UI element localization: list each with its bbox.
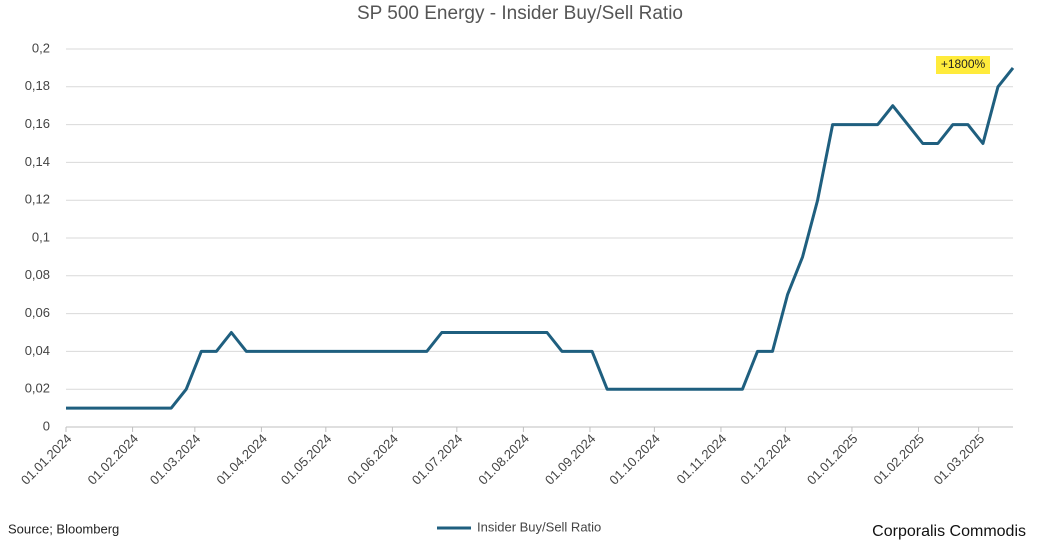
y-tick-label: 0,2: [32, 40, 50, 55]
x-tick-label: 01.01.2024: [18, 431, 75, 488]
x-tick-label: 01.12.2024: [737, 431, 794, 488]
x-tick-label: 01.03.2024: [147, 431, 204, 488]
y-tick-label: 0,02: [25, 381, 50, 396]
x-tick-label: 01.03.2025: [931, 431, 988, 488]
x-tick-label: 01.09.2024: [542, 431, 599, 488]
y-tick-label: 0,12: [25, 192, 50, 207]
y-tick-label: 0,14: [25, 154, 50, 169]
line: [66, 66, 1015, 410]
x-tick-label: 01.02.2025: [870, 431, 927, 488]
y-tick-label: 0: [43, 418, 50, 433]
x-tick-label: 01.08.2024: [475, 431, 532, 488]
chart-title: SP 500 Energy - Insider Buy/Sell Ratio: [357, 3, 683, 24]
legend-label: Insider Buy/Sell Ratio: [477, 519, 601, 534]
source: Source; Bloomberg: [8, 521, 119, 536]
x-tick-label: 01.11.2024: [674, 431, 730, 487]
y-tick-label: 0,08: [25, 267, 50, 282]
brand: Corporalis Commodis: [872, 523, 1026, 540]
x-tick-label: 01.05.2024: [278, 431, 335, 488]
x-tick-label: 01.04.2024: [213, 431, 270, 488]
annotation-box: [936, 56, 990, 74]
x-tick-label: 01.01.2025: [804, 431, 861, 488]
annotation: +1800%: [941, 57, 986, 71]
x-tick-label: 01.07.2024: [409, 431, 466, 488]
y-tick-label: 0,1: [32, 229, 50, 244]
y-tick-label: 0,06: [25, 305, 50, 320]
x-tick-label: 01.10.2024: [606, 431, 663, 488]
x-tick-label: 01.02.2024: [84, 431, 141, 488]
y-tick-label: 0,18: [25, 78, 50, 93]
y-tick-label: 0,04: [25, 343, 50, 358]
x-tick-label: 01.06.2024: [344, 431, 401, 488]
y-tick-label: 0,16: [25, 116, 50, 131]
